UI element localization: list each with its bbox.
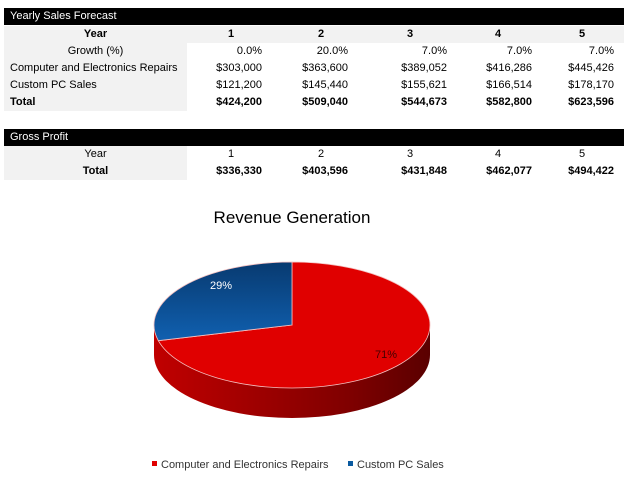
row-label: Computer and Electronics Repairs: [4, 60, 187, 77]
value-cell: $166,514: [486, 79, 532, 91]
value-cell: 7.0%: [506, 45, 532, 57]
sales-row: Total $424,200 $509,040 $544,673 $582,800 $62…: [4, 94, 624, 111]
year-label: Year: [4, 146, 187, 163]
value-cell: $178,170: [568, 79, 614, 91]
legend-swatch-custom: [348, 461, 353, 466]
value-cell: $145,440: [302, 79, 348, 91]
value-cell: $121,200: [216, 79, 262, 91]
year-cell: 4: [494, 148, 502, 160]
year-cell: 5: [578, 28, 586, 40]
legend: Computer and Electronics Repairs Custom …: [152, 459, 444, 471]
value-cell: $155,621: [401, 79, 447, 91]
sales-year-row: Year 1 2 3 4 5: [4, 26, 624, 43]
total-cell: $336,330: [216, 165, 262, 177]
total-cell: $403,596: [302, 165, 348, 177]
value-cell: $363,600: [302, 62, 348, 74]
year-cell: 5: [578, 148, 586, 160]
year-cell: 1: [227, 148, 235, 160]
pie-chart: Revenue Generation 71% 29% Computer and E…: [152, 208, 444, 471]
value-cell: $509,040: [302, 96, 348, 108]
pie-side: [154, 325, 430, 418]
legend-swatch-repairs: [152, 461, 157, 466]
row-label: Total: [4, 94, 187, 111]
data-label: 29%: [210, 280, 232, 292]
sales-row: Computer and Electronics Repairs $303,000…: [4, 60, 624, 77]
profit-header: Gross Profit: [4, 129, 624, 146]
value-cell: 20.0%: [316, 45, 348, 57]
value-cell: $303,000: [216, 62, 262, 74]
value-cell: $416,286: [486, 62, 532, 74]
year-cell: 3: [406, 148, 414, 160]
year-cell: 4: [494, 28, 502, 40]
pie-slice-custom: [153, 261, 293, 342]
row-label: Growth (%): [4, 43, 187, 60]
value-cell: $389,052: [401, 62, 447, 74]
value-cell: 0.0%: [236, 45, 262, 57]
row-label: Custom PC Sales: [4, 77, 187, 94]
total-label: Total: [4, 163, 187, 180]
sales-header: Yearly Sales Forecast: [4, 8, 624, 25]
value-cell: 7.0%: [588, 45, 614, 57]
year-label: Year: [83, 28, 108, 40]
value-cell: $424,200: [216, 96, 262, 108]
value-cell: $623,596: [568, 96, 614, 108]
year-cell: 2: [317, 148, 325, 160]
total-cell: $431,848: [401, 165, 447, 177]
total-cell: $494,422: [568, 165, 614, 177]
legend-label-custom: Custom PC Sales: [357, 459, 444, 471]
year-cell: 2: [317, 28, 325, 40]
profit-year-row: Year 1 2 3 4 5: [4, 146, 624, 163]
value-cell: $445,426: [568, 62, 614, 74]
pie-slice-repairs: [157, 261, 431, 389]
value-cell: 7.0%: [421, 45, 447, 57]
year-cell: 1: [227, 28, 235, 40]
sales-row: Custom PC Sales $121,200 $145,440 $155,621 $…: [4, 77, 624, 94]
value-cell: $544,673: [401, 96, 447, 108]
value-cell: $582,800: [486, 96, 532, 108]
year-cell: 3: [406, 28, 414, 40]
data-label: 71%: [375, 349, 397, 361]
chart-title: Revenue Generation: [214, 208, 371, 227]
total-cell: $462,077: [486, 165, 532, 177]
profit-total-row: Total $336,330 $403,596 $431,848 $462,07…: [4, 163, 624, 180]
sales-row: Growth (%) 0.0% 20.0% 7.0% 7.0% 7.0%: [4, 43, 624, 60]
legend-label-repairs: Computer and Electronics Repairs: [161, 459, 329, 471]
